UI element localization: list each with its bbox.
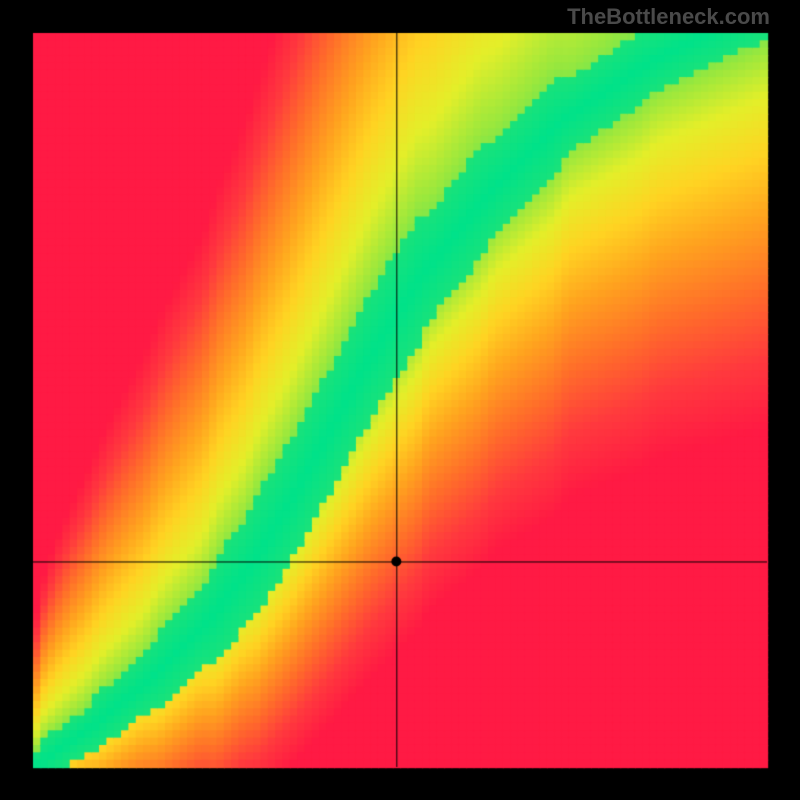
bottleneck-heatmap (0, 0, 800, 800)
chart-container: TheBottleneck.com (0, 0, 800, 800)
watermark-text: TheBottleneck.com (567, 4, 770, 30)
